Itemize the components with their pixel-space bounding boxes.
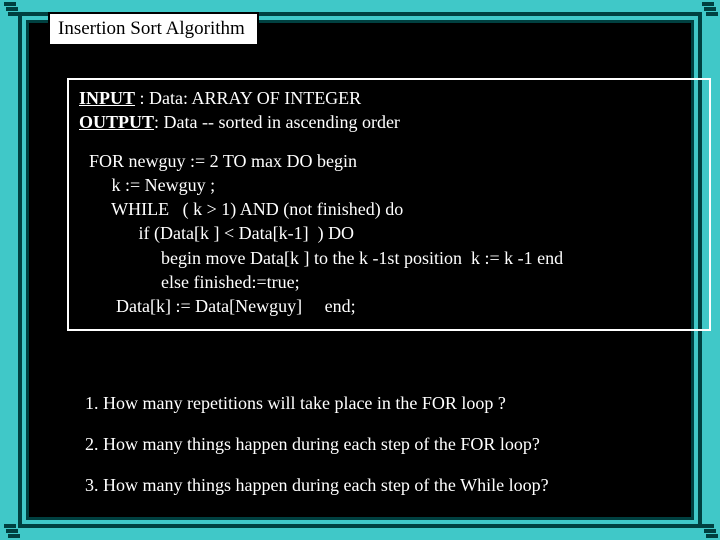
corner-decoration — [702, 524, 716, 538]
output-line: OUTPUT: Data -- sorted in ascending orde… — [79, 110, 699, 134]
question-1: 1. How many repetitions will take place … — [85, 393, 705, 414]
corner-decoration — [4, 2, 18, 16]
input-text: : Data: ARRAY OF INTEGER — [135, 88, 361, 108]
output-text: : Data -- sorted in ascending order — [154, 112, 400, 132]
question-3: 3. How many things happen during each st… — [85, 475, 705, 496]
code-line: FOR newguy := 2 TO max DO begin — [89, 149, 699, 173]
code-line: k := Newguy ; — [89, 173, 699, 197]
code-line: if (Data[k ] < Data[k-1] ) DO — [89, 221, 699, 245]
algorithm-box: INPUT : Data: ARRAY OF INTEGER OUTPUT: D… — [67, 78, 711, 331]
code-body: FOR newguy := 2 TO max DO begin k := New… — [79, 149, 699, 319]
io-section: INPUT : Data: ARRAY OF INTEGER OUTPUT: D… — [79, 86, 699, 135]
content-panel: INPUT : Data: ARRAY OF INTEGER OUTPUT: D… — [26, 20, 694, 520]
question-2: 2. How many things happen during each st… — [85, 434, 705, 455]
title-box: Insertion Sort Algorithm — [48, 12, 259, 46]
output-label: OUTPUT — [79, 112, 154, 132]
corner-decoration — [702, 2, 716, 16]
input-line: INPUT : Data: ARRAY OF INTEGER — [79, 86, 699, 110]
input-label: INPUT — [79, 88, 135, 108]
code-line: begin move Data[k ] to the k -1st positi… — [89, 246, 699, 270]
slide-title: Insertion Sort Algorithm — [58, 18, 245, 39]
questions-section: 1. How many repetitions will take place … — [85, 393, 705, 516]
corner-decoration — [4, 524, 18, 538]
code-line: Data[k] := Data[Newguy] end; — [89, 294, 699, 318]
code-line: WHILE ( k > 1) AND (not finished) do — [89, 197, 699, 221]
code-line: else finished:=true; — [89, 270, 699, 294]
